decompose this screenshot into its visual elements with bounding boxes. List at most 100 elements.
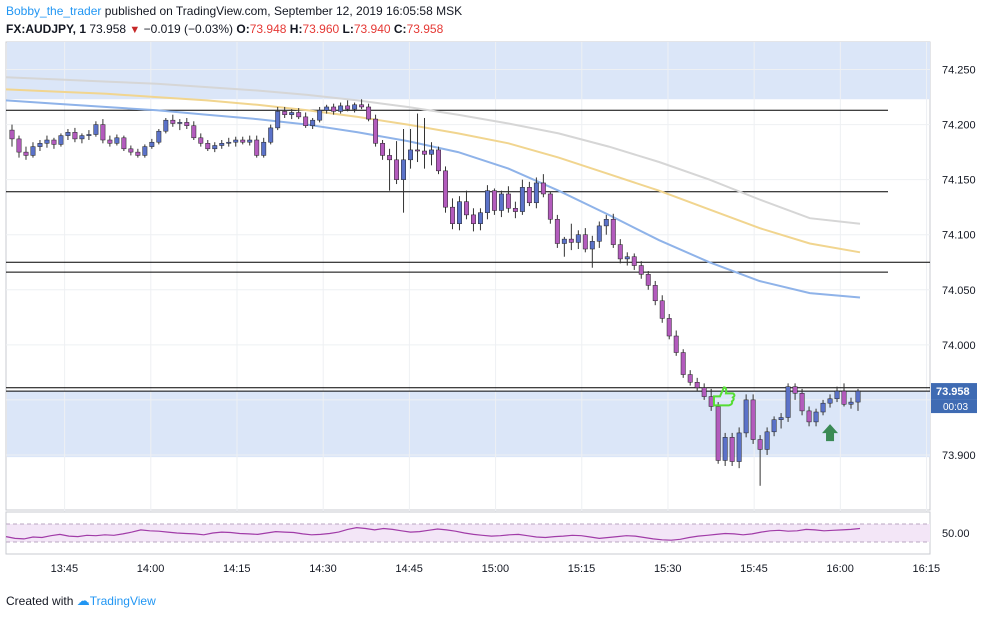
candle-body <box>561 238 567 244</box>
candle-body <box>275 111 281 129</box>
candle-body <box>526 187 532 204</box>
candle-body <box>638 265 644 275</box>
candle-body <box>568 238 574 243</box>
tradingview-cloud-icon: ☁ <box>76 593 90 608</box>
created-with-text: Created with <box>6 594 74 608</box>
candle-body <box>827 398 833 404</box>
candle-body <box>680 352 686 375</box>
candle-body <box>540 182 546 195</box>
candle-body <box>121 137 127 150</box>
candle-body <box>813 411 819 423</box>
candle-body <box>16 138 22 153</box>
time-tick-label: 13:45 <box>51 563 79 575</box>
oscillator-band <box>7 524 930 542</box>
candle-body <box>23 151 29 156</box>
price-tick-label: 74.200 <box>942 120 976 132</box>
candle-body <box>694 382 700 389</box>
countdown-label: 00:03 <box>943 402 968 413</box>
author-link[interactable]: Bobby_the_trader <box>6 4 102 18</box>
open-value: 73.948 <box>249 22 287 36</box>
candle-body <box>547 193 553 220</box>
candle-body <box>785 386 791 418</box>
low-label: L: <box>342 22 354 36</box>
candle-body <box>687 374 693 383</box>
candle-body <box>233 139 239 143</box>
candle-body <box>37 143 43 147</box>
high-label: H: <box>289 22 303 36</box>
candle-body <box>764 431 770 450</box>
candle-body <box>268 127 274 143</box>
candle-body <box>471 214 476 224</box>
time-tick-label: 15:30 <box>654 563 682 575</box>
candle-body <box>261 141 267 156</box>
candle-body <box>114 137 120 144</box>
candle-body <box>736 432 742 462</box>
moving-average-line <box>5 99 861 299</box>
candle-body <box>491 190 497 211</box>
current-price-label: 73.958 <box>936 386 970 398</box>
candle-body <box>219 143 225 146</box>
candle-body <box>107 139 113 144</box>
candle-body <box>373 118 379 144</box>
price-tick-label: 74.000 <box>942 340 976 352</box>
symbol-legend: FX:AUDJPY, 1 73.958 ▼ −0.019 (−0.03%) O:… <box>6 22 443 36</box>
candle-body <box>142 146 148 156</box>
candle-body <box>100 124 106 141</box>
tradingview-link[interactable]: TradingView <box>89 594 156 608</box>
candle-body <box>366 106 372 120</box>
candle-body <box>282 111 288 115</box>
candle-body <box>848 401 854 405</box>
candle-body <box>254 139 260 156</box>
candle-body <box>554 219 560 244</box>
candle-body <box>701 387 707 397</box>
price-tick-label: 73.900 <box>942 450 976 462</box>
candle-body <box>834 390 840 400</box>
price-zone <box>7 391 930 458</box>
candle-body <box>841 390 847 405</box>
candle-body <box>9 129 15 140</box>
low-value: 73.940 <box>353 22 391 36</box>
candle-body <box>624 256 630 260</box>
time-tick-label: 14:30 <box>309 563 337 575</box>
candle-body <box>394 159 399 180</box>
candle-body <box>778 417 784 420</box>
candle-body <box>589 241 595 250</box>
candle-body <box>184 122 190 126</box>
candle-body <box>317 110 323 121</box>
candle-body <box>715 406 721 461</box>
candle-body <box>93 124 99 135</box>
moving-average-line <box>5 88 861 254</box>
candle-body <box>457 201 462 224</box>
price-zone <box>7 42 930 100</box>
candle-body <box>505 193 511 209</box>
candle-body <box>359 104 365 108</box>
candle-body <box>673 335 679 353</box>
oscillator-tick-label: 50.00 <box>942 528 970 540</box>
candle-body <box>722 437 728 461</box>
candle-body <box>757 439 763 450</box>
candle-body <box>666 318 672 337</box>
published-info: published on TradingView.com, September … <box>104 4 463 18</box>
candle-body <box>512 208 518 212</box>
candle-body <box>408 149 413 161</box>
candle-body <box>65 132 71 136</box>
close-label: C: <box>393 22 407 36</box>
candle-body <box>310 119 316 126</box>
candle-body <box>156 130 162 143</box>
candle-body <box>750 399 756 440</box>
candle-body <box>631 256 637 266</box>
price-tick-label: 74.250 <box>942 65 976 77</box>
candle-body <box>170 119 176 124</box>
thumbs-up-icon[interactable] <box>712 386 736 407</box>
price-tick-label: 74.100 <box>942 230 976 242</box>
candle-body <box>51 139 57 145</box>
candle-body <box>603 219 609 227</box>
candle-body <box>498 193 504 211</box>
candle-body <box>331 106 337 112</box>
symbol-name[interactable]: FX:AUDJPY, 1 <box>6 22 87 36</box>
candle-body <box>86 134 92 136</box>
candle-body <box>533 182 539 204</box>
time-tick-label: 15:00 <box>482 563 510 575</box>
candle-body <box>177 122 183 124</box>
